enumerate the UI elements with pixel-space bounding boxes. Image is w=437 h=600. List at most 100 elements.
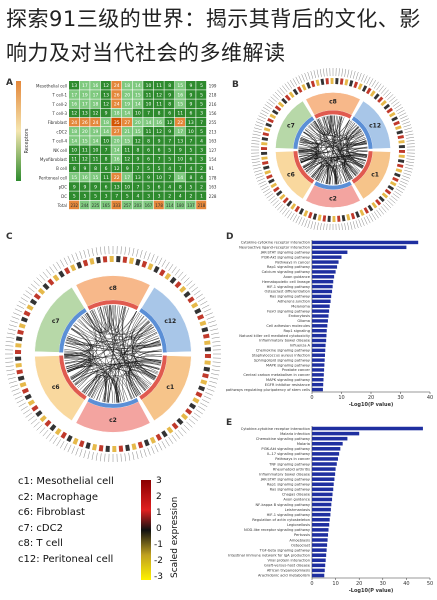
circos-expression-bar — [20, 316, 28, 323]
bar-chart-e: Cytokine-cytokine receptor interactionMa… — [228, 426, 433, 594]
heatmap-total-cell — [143, 200, 154, 210]
bar-category-label: Legionellosis — [287, 523, 310, 527]
circos-expression-bar — [197, 314, 205, 321]
heatmap-cell: 14 — [111, 145, 122, 154]
heatmap-cell: 9 — [164, 90, 175, 99]
panel-label-c: C — [6, 232, 13, 242]
svg-text:12: 12 — [135, 138, 141, 144]
circos-outer-tick — [13, 312, 21, 316]
circos-chord — [332, 115, 341, 134]
heatmap-total-cell — [69, 200, 79, 210]
x-tick-label: 40 — [427, 395, 433, 401]
circos-outer-tick — [268, 195, 276, 201]
circos-chord — [327, 115, 357, 176]
circos-outer-tick — [394, 104, 402, 110]
circos-expression-bar — [131, 443, 137, 450]
circos-outer-tick — [196, 293, 203, 299]
bar-category-label: Prostate cancer — [282, 368, 311, 372]
heatmap-row-total: 91 — [209, 166, 215, 171]
circos-expression-bar — [265, 122, 272, 128]
circos-outer-tick — [406, 140, 415, 142]
svg-text:13: 13 — [135, 175, 141, 181]
bar — [312, 538, 328, 542]
circos-expression-bar — [137, 441, 144, 449]
heatmap-cell: 12 — [79, 154, 90, 164]
circos-expression-bar — [266, 174, 273, 180]
circos-chord — [77, 320, 157, 341]
svg-text:11: 11 — [156, 102, 162, 108]
bar-category-label: Ras signaling pathway — [270, 488, 311, 492]
circos-outer-tick — [344, 68, 347, 77]
heatmap-cell: 9 — [132, 154, 143, 164]
circos-chord — [87, 375, 101, 397]
circos-expression-bar — [261, 146, 268, 150]
circos-sector-label: c8 — [109, 285, 117, 292]
svg-text:14: 14 — [135, 83, 141, 89]
circos-expression-bar — [194, 307, 202, 315]
heatmap-cell: 10 — [90, 145, 101, 154]
svg-text:8: 8 — [179, 184, 182, 190]
circos-outer-tick — [406, 158, 415, 160]
heatmap-cell: 12 — [111, 163, 122, 173]
svg-text:11: 11 — [146, 129, 152, 135]
circos-expression-bar — [373, 93, 380, 100]
circos-chord — [316, 154, 368, 181]
panel-label-a: A — [6, 78, 13, 88]
bar — [312, 275, 335, 279]
circos-chord — [307, 138, 366, 174]
circos-outer-tick — [390, 195, 398, 201]
circos-inner-band — [351, 151, 373, 184]
svg-text:16: 16 — [114, 157, 120, 163]
circos-outer-tick — [71, 446, 75, 454]
bar-category-label: Axon guidance — [283, 275, 310, 279]
svg-text:9: 9 — [147, 175, 150, 181]
heatmap-axis-label: Receptors — [24, 128, 30, 153]
bar — [312, 497, 333, 502]
circos-outer-tick — [154, 444, 159, 453]
circos-expression-bar — [15, 343, 22, 348]
svg-text:18: 18 — [71, 129, 77, 135]
circos-expression-bar — [109, 256, 114, 263]
circos-expression-bar — [298, 208, 305, 215]
circos-expression-bar — [337, 215, 341, 222]
heatmap-row-label: Peritoneal cell — [39, 175, 67, 180]
circos-expression-bar — [294, 205, 300, 213]
circos-outer-tick — [371, 212, 377, 221]
circos-outer-tick — [383, 89, 389, 96]
heatmap-cell: 3 — [153, 191, 164, 200]
circos-chord — [303, 132, 329, 185]
heatmap-cell: 4 — [164, 182, 175, 191]
circos-expression-bar — [297, 86, 303, 93]
svg-text:12: 12 — [124, 157, 130, 163]
svg-text:11: 11 — [103, 175, 109, 181]
heatmap-row-label: cDC2 — [56, 129, 67, 134]
bar — [312, 462, 337, 466]
svg-text:8: 8 — [168, 102, 171, 108]
circos-chord — [298, 143, 344, 183]
circos-outer-tick — [5, 365, 14, 367]
circos-outer-tick — [338, 223, 340, 230]
circos-outer-tick — [373, 81, 379, 89]
circos-expression-bar — [398, 150, 405, 154]
circos-outer-tick — [174, 269, 181, 276]
circos-outer-tick — [67, 444, 72, 453]
heatmap-cell: 15 — [90, 173, 101, 182]
heatmap-cell: 17 — [122, 173, 132, 182]
circos-expression-bar — [180, 413, 189, 421]
bar-category-label: JAK-STAT signaling pathway — [260, 250, 311, 254]
heatmap-cell: 17 — [69, 90, 79, 99]
circos-outer-tick — [200, 402, 208, 407]
heatmap-cell: 19 — [122, 99, 132, 108]
circos-expression-bar — [350, 212, 356, 220]
scale-tick: 2 — [156, 492, 162, 502]
heatmap-column-total: 167 — [145, 203, 153, 208]
circos-chord — [65, 350, 162, 365]
color-scale-bar — [141, 480, 151, 580]
heatmap-cell: 18 — [111, 108, 122, 118]
heatmap-cell: 18 — [122, 81, 132, 90]
circos-outer-tick — [397, 109, 405, 115]
circos-outer-tick — [292, 214, 298, 222]
bar-category-label: Viral protein interaction — [267, 559, 310, 563]
circos-inner-band — [139, 355, 167, 400]
heatmap-cell: 19 — [79, 90, 90, 99]
